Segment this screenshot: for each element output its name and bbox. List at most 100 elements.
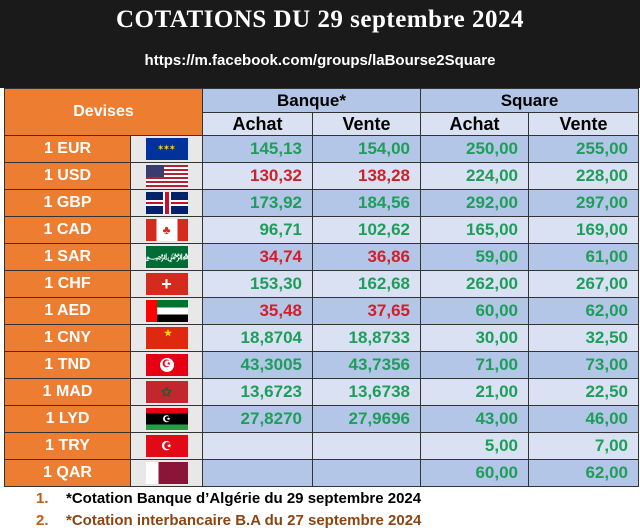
square-sell-value: 255,00 [527,135,640,163]
saudi-flag-icon: ﷽ [145,246,188,269]
table-row: 1 QAR 60,00 62,00 [4,459,640,487]
table-row: 1 GBP 173,92 184,56 292,00 297,00 [4,189,640,217]
square-sell-value: 62,00 [527,297,640,325]
swiss-flag-icon: + [145,273,188,296]
square-sell-header: Vente [527,112,640,136]
bank-sell-value: 154,00 [312,135,421,163]
table-row: 1 MAD ✩ 13,6723 13,6738 21,00 22,50 [4,378,640,406]
table-row: 1 CAD ♣ 96,71 102,62 165,00 169,00 [4,216,640,244]
currency-label: 1 USD [4,162,131,190]
square-sell-value: 32,50 [527,324,640,352]
currency-label: 1 TND [4,351,131,379]
square-sell-value: 267,00 [527,270,640,298]
bank-sell-header: Vente [312,112,421,136]
square-buy-value: 292,00 [420,189,529,217]
square-buy-value: 43,00 [420,405,529,433]
bank-buy-value: 27,8270 [202,405,313,433]
eu-flag-icon: ✶✶✶ [145,138,188,161]
uae-flag-icon [145,300,188,323]
bank-sell-value: 37,65 [312,297,421,325]
square-buy-value: 21,00 [420,378,529,406]
bank-buy-value: 13,6723 [202,378,313,406]
bank-sell-value: 138,28 [312,162,421,190]
square-buy-value: 60,00 [420,297,529,325]
bank-sell-value: 162,68 [312,270,421,298]
bank-sell-value: 13,6738 [312,378,421,406]
morocco-flag-icon: ✩ [145,381,188,404]
square-buy-value: 60,00 [420,459,529,487]
currency-label: 1 AED [4,297,131,325]
square-buy-value: 250,00 [420,135,529,163]
bank-buy-value: 96,71 [202,216,313,244]
bank-sell-value: 36,86 [312,243,421,271]
square-buy-value: 30,00 [420,324,529,352]
banque-header: Banque* [202,88,421,113]
footnotes: 1. *Cotation Banque d’Algérie du 29 septe… [36,488,421,532]
table-row: 1 CNY ★ 18,8704 18,8733 30,00 32,50 [4,324,640,352]
square-buy-value: 71,00 [420,351,529,379]
table-row: 1 USD 130,32 138,28 224,00 228,00 [4,162,640,190]
table-row: 1 CHF + 153,30 162,68 262,00 267,00 [4,270,640,298]
square-sell-value: 61,00 [527,243,640,271]
libya-flag-icon: ☪ [145,408,188,431]
bank-buy-header: Achat [202,112,313,136]
qatar-flag-icon [145,462,188,485]
square-buy-header: Achat [420,112,529,136]
square-sell-value: 62,00 [527,459,640,487]
source-url: https://m.facebook.com/groups/laBourse2S… [144,52,496,69]
table-row: 1 SAR ﷽ 34,74 36,86 59,00 61,00 [4,243,640,271]
currency-label: 1 CAD [4,216,131,244]
tunisia-flag-icon: ☪ [145,354,188,377]
square-buy-value: 224,00 [420,162,529,190]
turkey-flag-icon: ☪ [145,435,188,458]
bank-buy-value: 153,30 [202,270,313,298]
footnote: 2. *Cotation interbancaire B.A du 27 sept… [36,512,422,529]
table-row: 1 LYD ☪ 27,8270 27,9696 43,00 46,00 [4,405,640,433]
table-row: 1 AED 35,48 37,65 60,00 62,00 [4,297,640,325]
currency-label: 1 TRY [4,432,131,460]
china-flag-icon: ★ [145,327,188,350]
table-row: 1 TND ☪ 43,3005 43,7356 71,00 73,00 [4,351,640,379]
bank-buy-value: 35,48 [202,297,313,325]
bank-buy-value: 130,32 [202,162,313,190]
bank-sell-value: 102,62 [312,216,421,244]
us-flag-icon [145,165,188,188]
square-buy-value: 262,00 [420,270,529,298]
square-buy-value: 165,00 [420,216,529,244]
square-sell-value: 169,00 [527,216,640,244]
bank-buy-value [202,432,313,460]
bank-sell-value [312,432,421,460]
square-sell-value: 297,00 [527,189,640,217]
currency-label: 1 SAR [4,243,131,271]
bank-buy-value: 145,13 [202,135,313,163]
square-sell-value: 22,50 [527,378,640,406]
square-header: Square [419,88,640,113]
title-banner: COTATIONS DU 29 septembre 2024 https://m… [0,0,640,88]
currency-label: 1 MAD [4,378,131,406]
square-sell-value: 46,00 [527,405,640,433]
uk-flag-icon [145,192,188,215]
square-sell-value: 73,00 [527,351,640,379]
table-row: 1 TRY ☪ 5,00 7,00 [4,432,640,460]
bank-sell-value: 18,8733 [312,324,421,352]
square-buy-value: 5,00 [420,432,529,460]
bank-buy-value: 43,3005 [202,351,313,379]
bank-sell-value [312,459,421,487]
bank-sell-value: 43,7356 [312,351,421,379]
bank-buy-value: 34,74 [202,243,313,271]
currency-label: 1 QAR [4,459,131,487]
currency-label: 1 CHF [4,270,131,298]
devises-header: Devises [4,88,203,136]
bank-buy-value: 173,92 [202,189,313,217]
currency-label: 1 EUR [4,135,131,163]
footnote: 1. *Cotation Banque d’Algérie du 29 septe… [36,490,422,507]
square-buy-value: 59,00 [420,243,529,271]
square-sell-value: 228,00 [527,162,640,190]
currency-label: 1 LYD [4,405,131,433]
rates-table: Devises Banque* Square Achat Vente Achat… [4,88,640,487]
currency-label: 1 GBP [4,189,131,217]
currency-label: 1 CNY [4,324,131,352]
canada-flag-icon: ♣ [145,219,188,242]
bank-buy-value [202,459,313,487]
table-row: 1 EUR ✶✶✶ 145,13 154,00 250,00 255,00 [4,135,640,163]
